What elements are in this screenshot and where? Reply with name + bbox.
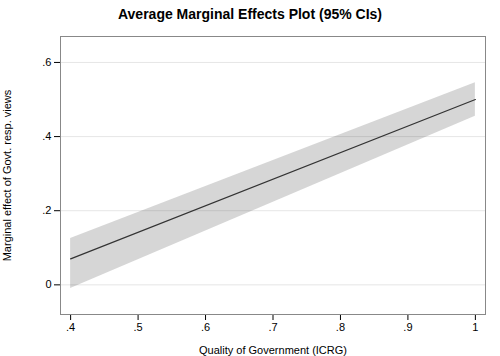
svg-text:0: 0 (45, 278, 51, 290)
svg-text:.9: .9 (403, 321, 412, 333)
svg-text:.4: .4 (66, 321, 75, 333)
svg-text:1: 1 (472, 321, 478, 333)
svg-text:Quality of Government (ICRG): Quality of Government (ICRG) (199, 344, 347, 356)
html-text:Average Marginal Effects Plot: Average Marginal Effects Plot (95% CIs) (118, 6, 382, 22)
svg-text:.2: .2 (42, 204, 51, 216)
svg-text:.6: .6 (201, 321, 210, 333)
svg-text:.4: .4 (42, 130, 51, 142)
svg-text:.6: .6 (42, 56, 51, 68)
svg-text:.7: .7 (268, 321, 277, 333)
svg-text:.8: .8 (336, 321, 345, 333)
svg-text:.5: .5 (133, 321, 142, 333)
svg-text:Marginal effect of Govt. resp.: Marginal effect of Govt. resp. views (1, 89, 13, 261)
